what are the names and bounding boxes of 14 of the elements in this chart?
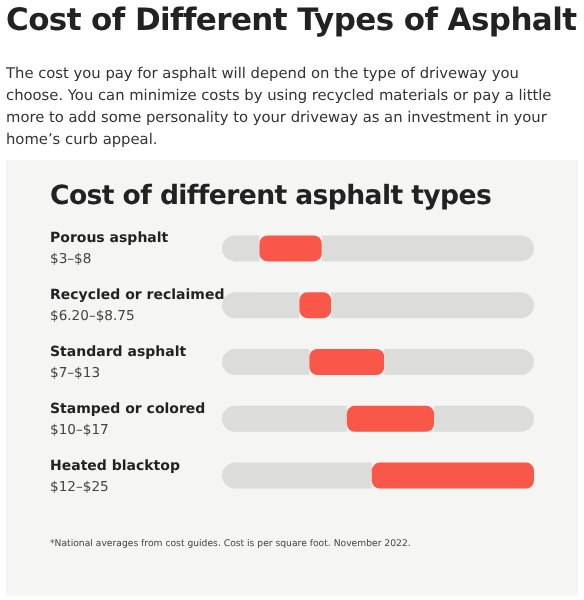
bar	[259, 235, 322, 262]
bar	[331, 292, 534, 319]
bar	[222, 292, 300, 319]
bar	[371, 462, 534, 489]
bar	[222, 405, 347, 432]
bar	[309, 349, 385, 375]
bar	[321, 235, 534, 262]
bar	[222, 462, 372, 489]
bar	[384, 349, 534, 375]
bar	[222, 349, 310, 375]
bar	[434, 405, 534, 432]
text: Cost of different asphalt types	[50, 182, 492, 212]
bar	[346, 405, 435, 432]
chart-title: Cost of Different Types of Asphalt	[6, 2, 577, 38]
